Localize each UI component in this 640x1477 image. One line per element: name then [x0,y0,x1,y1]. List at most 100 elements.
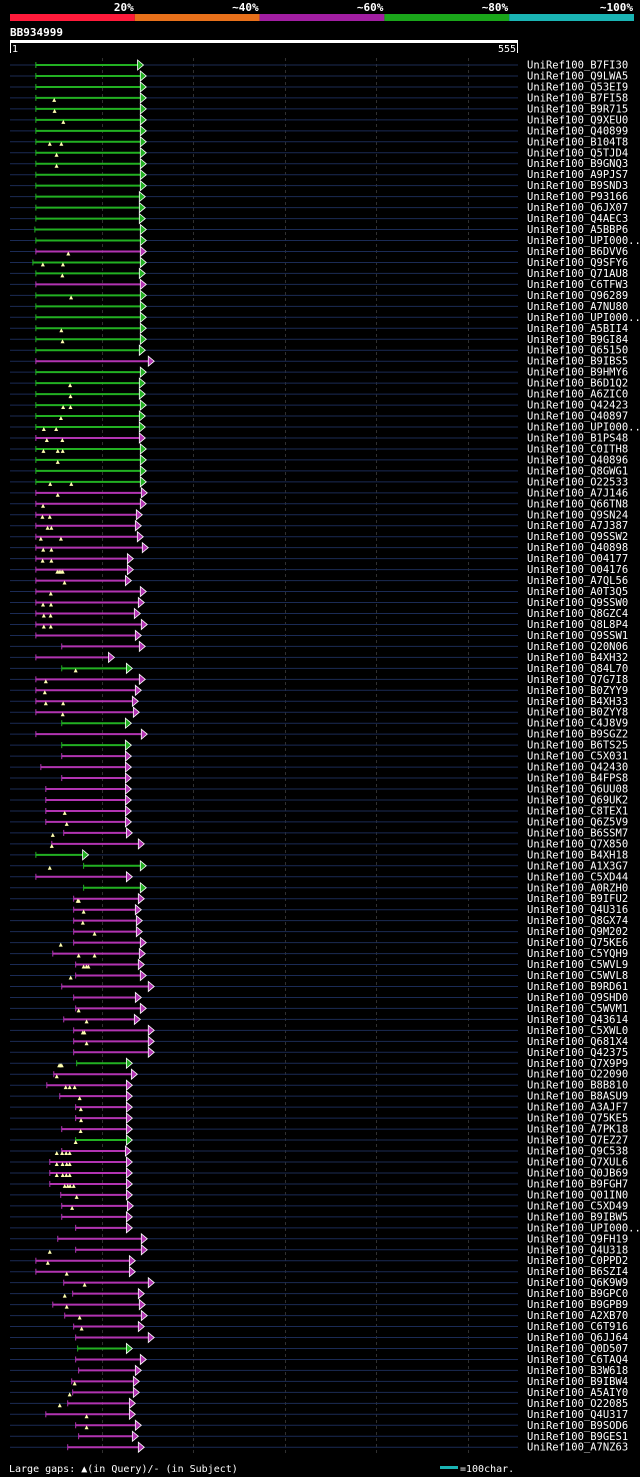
query-gap-marker [58,942,63,947]
query-gap-marker [82,1030,87,1035]
hit-arrow-head [137,1287,145,1300]
hit-label: UniRef100_Q8GX74 [527,915,628,927]
query-gap-marker [84,1041,89,1046]
hit-arrow-head [139,256,147,269]
hit-label: UniRef100_Q9FH19 [527,1233,628,1245]
hit-label: UniRef100_B1PS48 [527,432,628,444]
hit-label: UniRef100_Q40897 [527,411,628,423]
hit-arrow-head [124,794,133,806]
hit-label: UniRef100_Q75KE6 [527,937,628,949]
hit-label: UniRef100_A7J387 [527,520,628,532]
hit-label: UniRef100_Q6JX07 [527,202,628,214]
hit-arrow-head [137,958,145,971]
hit-arrow-head [131,695,139,708]
identity-band-label: ~60% [357,1,384,14]
query-gap-marker [77,1096,82,1101]
query-gap-marker [68,405,73,410]
hit-arrow-head [139,103,147,115]
query-gap-marker [47,141,52,146]
hit-arrow-head [139,92,147,104]
hit-label: UniRef100_O04176 [527,564,628,576]
hit-label: UniRef100_Q40899 [527,125,628,137]
query-gap-marker [41,426,46,431]
hit-label: UniRef100_Q9SHD0 [527,992,628,1004]
query-gap-marker [41,448,46,453]
query-gap-marker [41,602,46,607]
query-gap-marker [74,1194,79,1199]
hit-label: UniRef100_A3AJF7 [527,1102,628,1114]
query-gap-marker [61,405,66,410]
hit-label: UniRef100_Q53EI9 [527,81,628,93]
query-gap-marker [41,624,46,629]
query-gap-marker [78,1107,83,1112]
hit-arrow-head [139,278,147,291]
hit-label: UniRef100_A9PJS7 [527,169,628,181]
hit-label: UniRef100_B7FI30 [527,60,628,72]
hit-arrow-head [140,728,148,741]
hit-label: UniRef100_Q6JJ64 [527,1332,628,1344]
hit-label: UniRef100_Q42423 [527,400,628,412]
hit-arrow-head [134,684,142,697]
hit-arrow-head [138,947,146,960]
hit-arrow-head [124,750,133,762]
hit-label: UniRef100_Q8GWG1 [527,465,628,477]
hit-label: UniRef100_B9IBW4 [527,1376,628,1388]
query-gap-marker [40,262,45,267]
hit-label: UniRef100_B6DVV6 [527,246,628,258]
hit-label: UniRef100_A7NZ63 [527,1442,628,1454]
query-gap-marker [60,712,65,717]
hit-arrow-head [140,486,148,499]
hit-label: UniRef100_Q40898 [527,542,628,554]
hit-arrow-head [139,223,147,236]
hit-arrow-head [139,300,147,313]
query-gap-marker [62,580,67,585]
legend-gaps-text: Large gaps: ▲(in Query)/- (in Subject) [9,1464,238,1475]
query-gap-marker [67,1085,72,1090]
hit-label: UniRef100_B9GNQ3 [527,158,628,170]
hit-arrow-head [139,81,147,93]
hit-label: UniRef100_Q9LWA5 [527,70,628,82]
query-gap-marker [81,964,86,969]
query-gap-marker [52,108,57,113]
query-gap-marker [64,1151,69,1155]
hit-arrow-head [125,1221,133,1234]
query-gap-marker [55,492,60,497]
hit-arrow-head [132,706,140,719]
hit-label: UniRef100_Q7X850 [527,838,628,850]
hit-arrow-head [137,892,145,905]
query-gap-marker [69,295,74,300]
hit-arrow-head [124,739,133,751]
hit-label: UniRef100_B0ZYY8 [527,707,628,719]
hit-label: UniRef100_Q66TN8 [527,498,628,510]
query-gap-marker [67,1151,72,1155]
hit-arrow-head [125,1123,133,1135]
hit-label: UniRef100_Q9SFY6 [527,257,628,269]
hit-arrow-head [125,1167,133,1179]
hit-label: UniRef100_A7QL56 [527,575,628,587]
hit-arrow-head [125,1112,133,1124]
hit-label: UniRef100_B6SZI4 [527,1266,628,1278]
query-gap-marker [68,975,73,980]
hit-arrow-head [125,1156,133,1168]
query-gap-marker [48,591,53,596]
hit-arrow-head [139,1002,147,1015]
hit-arrow-head [125,1189,133,1201]
hit-label: UniRef100_B9GES1 [527,1431,628,1443]
query-gap-marker [60,448,65,453]
hit-arrow-head [137,838,145,850]
hit-arrow-head [139,881,147,894]
query-gap-marker [61,701,66,706]
query-gap-marker [40,558,45,563]
hit-arrow-head [140,618,148,631]
query-gap-marker [60,1151,65,1155]
hit-label: UniRef100_Q8L8P4 [527,619,628,631]
hit-label: UniRef100_O22533 [527,476,628,488]
hit-label: UniRef100_A5BII4 [527,323,628,335]
hit-label: UniRef100_O22085 [527,1398,628,1410]
query-gap-marker [54,163,59,168]
legend-scale-text: =100char. [460,1464,514,1475]
hit-label: UniRef100_A0T3Q5 [527,586,628,598]
hit-label: UniRef100_B9GPC0 [527,1288,628,1300]
hit-label: UniRef100_C5XWL0 [527,1025,628,1037]
